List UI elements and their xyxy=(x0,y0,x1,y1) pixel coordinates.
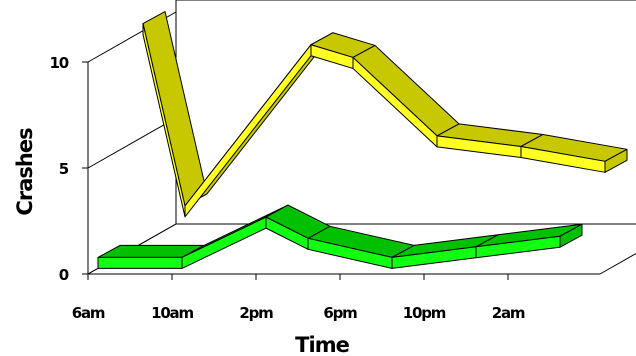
ribbon-series-1 xyxy=(97,204,583,269)
y-tick-label: 0 xyxy=(59,266,69,284)
axis-tick-labels: 6am 10am 2pm 6pm 10pm 2am 0 5 10 xyxy=(50,54,527,322)
ribbon-segment xyxy=(97,256,183,269)
x-tick-label: 2am xyxy=(492,304,525,322)
ribbon-end-cap xyxy=(604,148,628,173)
ribbon-segment xyxy=(181,216,267,269)
x-tick-label: 2pm xyxy=(239,304,273,322)
y-tick-label: 10 xyxy=(50,54,69,72)
x-tick-label: 10am xyxy=(151,304,193,322)
x-axis-title: Time xyxy=(295,333,349,356)
x-tick-label: 6am xyxy=(72,304,105,322)
ribbon-end-cap xyxy=(559,223,583,248)
ribbon-series-layer xyxy=(97,11,628,269)
x-tick-label: 6pm xyxy=(323,304,357,322)
y-tick-label: 5 xyxy=(59,160,69,178)
ribbon-series-0 xyxy=(142,11,628,218)
x-tick-label: 10pm xyxy=(403,304,446,322)
ribbon-segment xyxy=(184,44,312,218)
wall-gridline xyxy=(87,117,177,169)
ribbon-top-face xyxy=(352,44,460,137)
ribbon-top-face xyxy=(142,11,208,207)
y-axis-title: Crashes xyxy=(13,128,37,216)
floor-right-depth-edge xyxy=(599,252,636,275)
